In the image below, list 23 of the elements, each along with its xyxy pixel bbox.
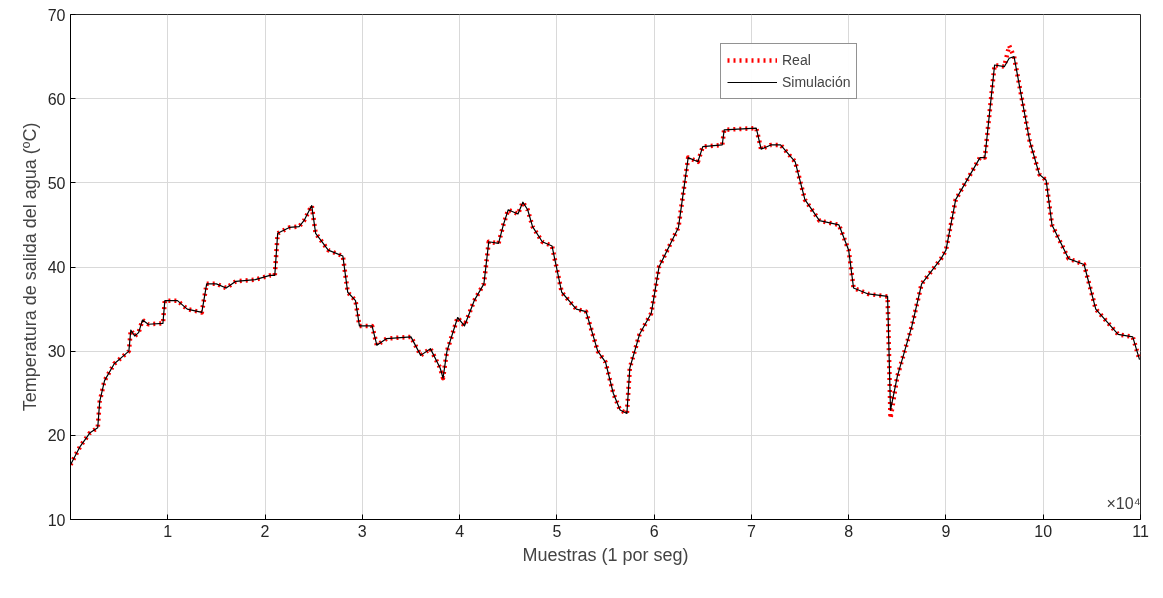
y-axis-title: Temperatura de salida del agua (ºC) bbox=[19, 122, 40, 412]
x-tick-label: 7 bbox=[746, 522, 756, 540]
y-tick-label: 50 bbox=[47, 174, 66, 192]
x-axis-title: Muestras (1 por seg) bbox=[522, 544, 689, 565]
x-tick-label: 9 bbox=[941, 522, 951, 540]
x-tick-label: 8 bbox=[844, 522, 854, 540]
y-tick-label: 10 bbox=[47, 511, 66, 529]
y-tick-label: 60 bbox=[47, 90, 66, 108]
y-tick-label: 70 bbox=[47, 6, 66, 24]
y-tick-label: 40 bbox=[47, 259, 66, 276]
x-tick-label: 2 bbox=[260, 522, 270, 540]
annotation: ×10⁴ bbox=[1106, 494, 1141, 512]
legend-label: Simulación bbox=[782, 74, 851, 90]
x-tick-label: 10 bbox=[1034, 522, 1053, 540]
y-tick-label: 20 bbox=[47, 427, 66, 445]
x-tick-label: 3 bbox=[357, 522, 367, 540]
x-tick-label: 6 bbox=[649, 522, 659, 540]
x-tick-label: 1 bbox=[163, 522, 173, 540]
x-tick-label: 11 bbox=[1132, 522, 1149, 540]
x-tick-label: 5 bbox=[552, 522, 562, 540]
x-tick-label: 4 bbox=[455, 522, 465, 540]
y-tick-label: 30 bbox=[47, 343, 66, 361]
legend-label: Real bbox=[782, 52, 811, 68]
